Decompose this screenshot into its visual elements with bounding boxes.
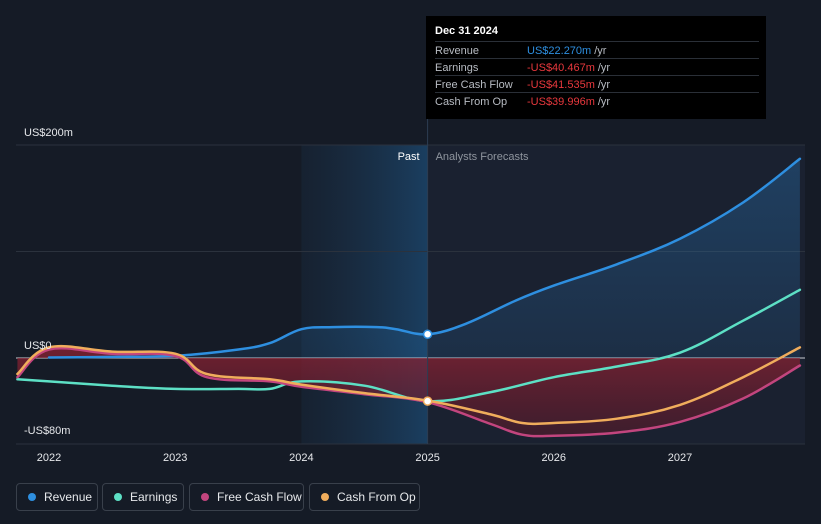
x-axis-label: 2025 bbox=[415, 452, 439, 464]
legend-item-cash-from-op[interactable]: Cash From Op bbox=[309, 483, 420, 511]
y-axis-label: US$0 bbox=[24, 340, 52, 352]
revenue-dot-icon bbox=[28, 493, 36, 501]
free-cash-flow-dot-icon bbox=[201, 493, 209, 501]
past-label: Past bbox=[398, 151, 420, 163]
legend-label: Earnings bbox=[130, 490, 178, 504]
series-line-earnings bbox=[16, 288, 802, 403]
series-line-revenue bbox=[47, 157, 802, 359]
x-axis-label: 2027 bbox=[668, 452, 692, 464]
x-axis-label: 2024 bbox=[289, 452, 313, 464]
tooltip-value: -US$41.535m/yr bbox=[527, 79, 611, 91]
x-axis-label: 2023 bbox=[163, 452, 187, 464]
data-point-marker bbox=[422, 329, 433, 340]
x-axis-label: 2022 bbox=[37, 452, 61, 464]
tooltip-date: Dec 31 2024 bbox=[435, 25, 498, 37]
tooltip-label: Revenue bbox=[435, 45, 480, 57]
tooltip-value: -US$39.996m/yr bbox=[527, 96, 611, 108]
x-axis-label: 2026 bbox=[542, 452, 566, 464]
tooltip: Dec 31 2024 Revenue US$22.270m/yr Earnin… bbox=[426, 16, 766, 119]
earnings-dot-icon bbox=[114, 493, 122, 501]
financial-chart: US$200m US$0 -US$80m 2022 2023 2024 2025 2026 2… bbox=[16, 119, 805, 464]
legend-item-free-cash-flow[interactable]: Free Cash Flow bbox=[189, 483, 304, 511]
tooltip-row-cash-from-op: Cash From Op -US$39.996m/yr bbox=[435, 92, 759, 110]
legend-label: Revenue bbox=[44, 490, 93, 504]
cash-from-op-dot-icon bbox=[321, 493, 329, 501]
tooltip-row-free-cash-flow: Free Cash Flow -US$41.535m/yr bbox=[435, 75, 759, 93]
tooltip-label: Cash From Op bbox=[435, 96, 508, 108]
legend-label: Cash From Op bbox=[337, 490, 416, 504]
y-axis-label: -US$80m bbox=[24, 425, 70, 437]
tooltip-row-earnings: Earnings -US$40.467m/yr bbox=[435, 58, 759, 76]
tooltip-label: Earnings bbox=[435, 62, 479, 74]
tooltip-value: US$22.270m/yr bbox=[527, 45, 607, 57]
tooltip-label: Free Cash Flow bbox=[435, 79, 513, 91]
legend-item-revenue[interactable]: Revenue bbox=[16, 483, 98, 511]
tooltip-value: -US$40.467m/yr bbox=[527, 62, 611, 74]
data-point-marker bbox=[422, 396, 433, 406]
legend-item-earnings[interactable]: Earnings bbox=[102, 483, 184, 511]
forecast-label: Analysts Forecasts bbox=[436, 151, 529, 163]
y-axis-label: US$200m bbox=[24, 127, 73, 139]
tooltip-row-revenue: Revenue US$22.270m/yr bbox=[435, 41, 759, 59]
legend-label: Free Cash Flow bbox=[217, 490, 302, 504]
revenue-area-fill bbox=[49, 158, 800, 358]
negative-area-fill bbox=[17, 348, 800, 437]
series-line-cash-from-op bbox=[16, 344, 802, 426]
